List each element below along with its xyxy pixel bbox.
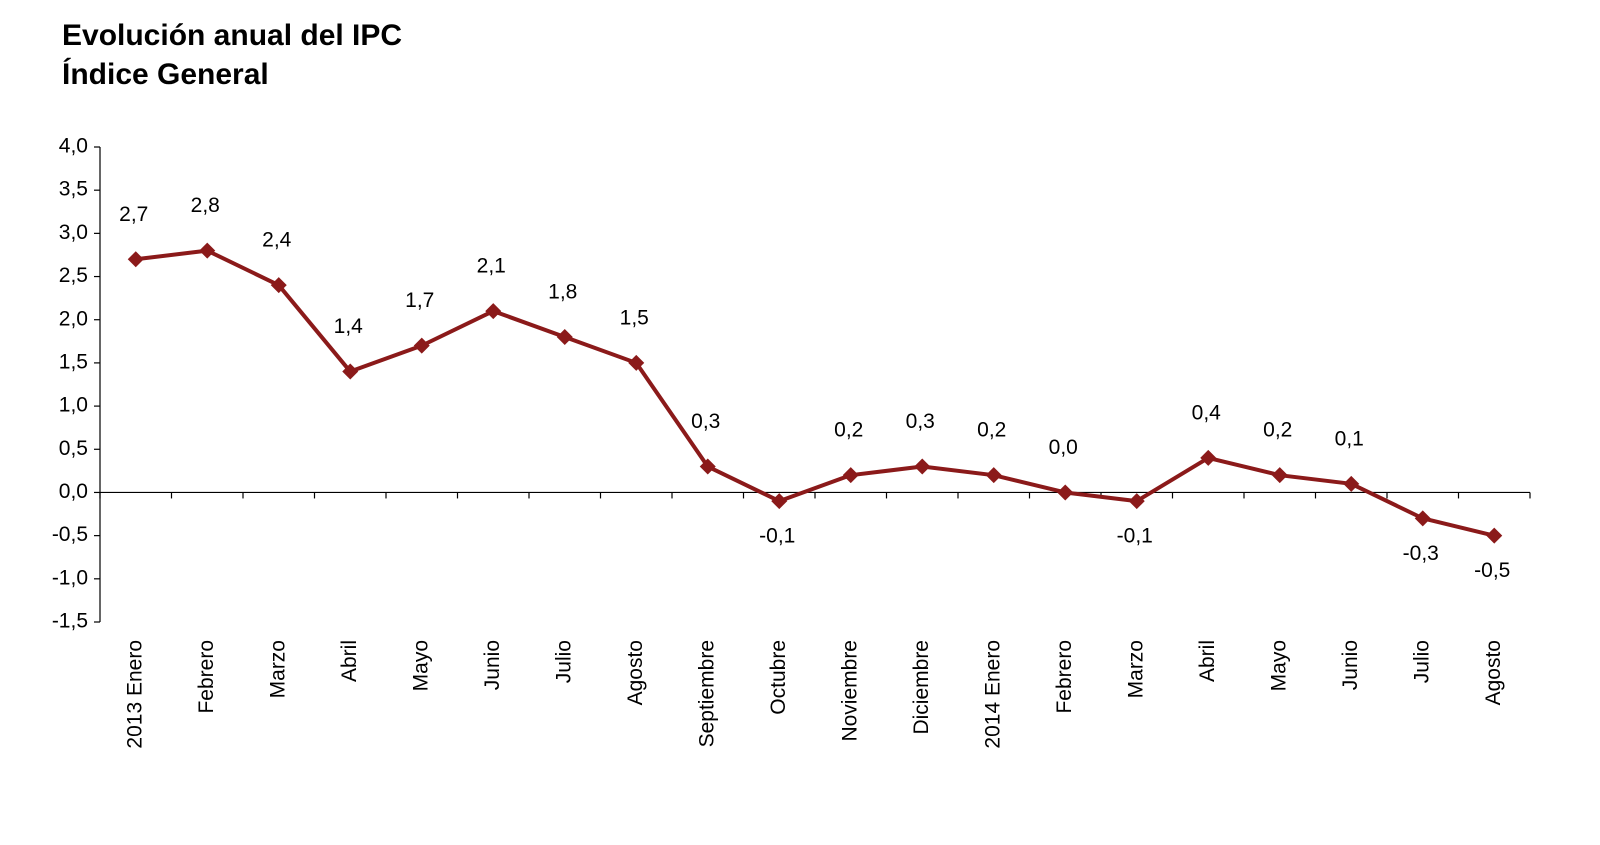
chart-title: Evolución anual del IPC [62,19,402,52]
data-label: 2,8 [191,194,220,217]
x-tick-label: Mayo [1267,640,1290,691]
data-point [985,467,1002,484]
x-tick-label: Febrero [1053,640,1076,714]
y-tick-label: 1,0 [59,394,88,417]
data-point [270,277,287,294]
data-point [199,242,216,259]
data-point [1271,467,1288,484]
data-label: 1,4 [334,315,364,338]
x-tick-label: Marzo [1124,640,1147,698]
data-point [1414,510,1431,527]
x-tick-label: Octubre [767,640,790,715]
data-label: 0,3 [906,410,935,433]
x-tick-label: Junio [1339,640,1362,690]
data-label: 1,8 [548,281,577,304]
data-point [914,458,931,475]
data-point [413,337,430,354]
x-tick-label: Agosto [1482,640,1505,705]
data-label: 0,1 [1335,427,1364,450]
data-label: 0,3 [691,410,720,433]
x-tick-label: Agosto [624,640,647,705]
y-tick-label: 0,0 [59,480,88,503]
data-label: 0,4 [1192,401,1222,424]
data-label: 1,5 [620,306,649,329]
y-tick-label: -0,5 [52,523,88,546]
y-tick-label: 0,5 [59,437,88,460]
data-point [771,493,788,510]
chart-subtitle: Índice General [62,57,269,91]
x-tick-label: Abril [338,640,361,682]
data-label: -0,5 [1474,559,1510,582]
data-point [485,303,502,320]
data-point [628,354,645,371]
data-point [699,458,716,475]
x-tick-label: Julio [1410,640,1433,683]
data-label: -0,1 [1117,525,1153,548]
x-tick-label: Septiembre [695,640,718,747]
y-tick-label: 2,5 [59,264,88,287]
data-label: 2,1 [477,255,506,278]
data-label: 1,7 [405,289,434,312]
series-line [135,248,1495,538]
data-point [1057,484,1074,501]
y-tick-label: -1,5 [52,610,88,633]
data-label: 0,2 [1263,419,1292,442]
x-tick-label: 2014 Enero [981,640,1004,749]
x-tick-label: 2013 Enero [123,640,146,749]
x-tick-label: Febrero [195,640,218,714]
data-label: 2,7 [119,203,148,226]
y-tick-label: 4,0 [59,135,88,158]
x-tick-label: Julio [552,640,575,683]
data-label: 2,4 [262,229,292,252]
y-tick-label: 2,0 [59,307,88,330]
data-point [1200,449,1217,466]
data-point [1486,527,1503,544]
x-tick-label: Mayo [409,640,432,691]
x-tick-label: Marzo [266,640,289,698]
x-tick-label: Diciembre [910,640,933,735]
y-tick-label: 1,5 [59,350,88,373]
data-label: -0,1 [759,525,795,548]
data-label: 0,2 [977,419,1006,442]
data-point [342,363,359,380]
x-tick-label: Junio [481,640,504,690]
data-point [1343,475,1360,492]
data-label: -0,3 [1403,542,1439,565]
y-tick-label: 3,5 [59,178,88,201]
data-point [556,329,573,345]
data-point [1128,493,1145,510]
data-label: 0,0 [1049,436,1078,459]
x-tick-label: Noviembre [838,640,861,742]
y-tick-label: 3,0 [59,221,88,244]
data-point [127,251,144,268]
y-tick-label: -1,0 [52,566,88,589]
data-point [842,467,859,484]
data-label: 0,2 [834,419,863,442]
x-tick-label: Abril [1196,640,1219,682]
